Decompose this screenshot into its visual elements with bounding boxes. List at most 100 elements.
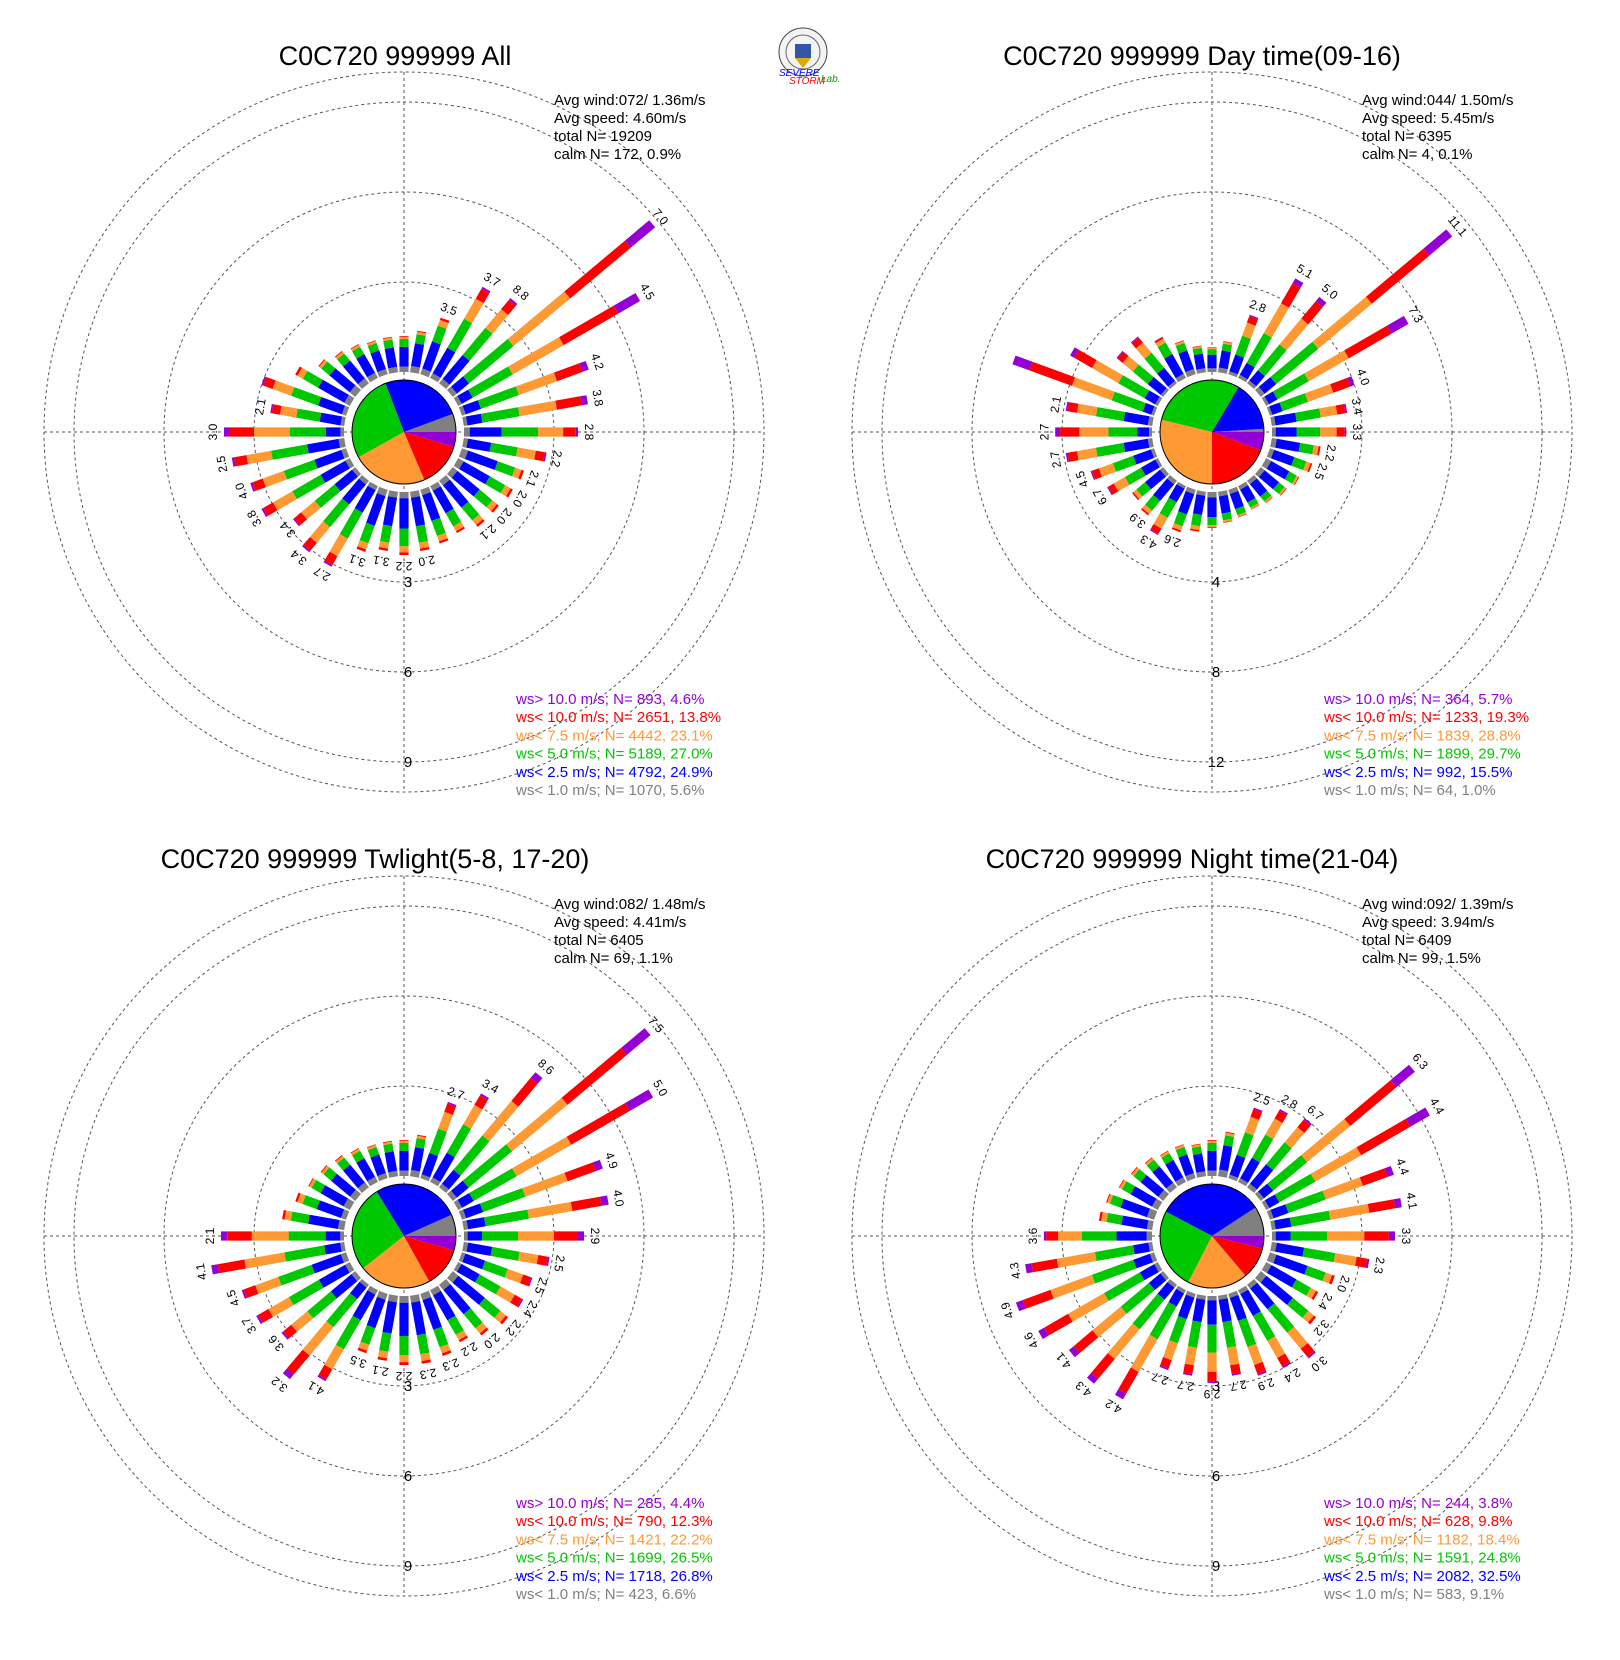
bar-segment <box>1229 1294 1247 1321</box>
bar-segment <box>307 438 341 454</box>
bar-segment <box>326 1293 358 1328</box>
bar-segment <box>1115 1389 1127 1400</box>
bar-total-label: 4.9 <box>602 1150 621 1171</box>
bar-segment <box>578 1231 584 1241</box>
bar-segment <box>1274 412 1297 426</box>
bar-segment <box>379 1332 392 1352</box>
bar-segment <box>1228 1174 1239 1182</box>
bar-segment <box>234 455 248 467</box>
bar-segment <box>296 408 322 422</box>
bar-segment <box>1191 1146 1203 1155</box>
bar-segment <box>337 1157 351 1171</box>
bar-segment <box>1178 491 1195 515</box>
bar-segment <box>311 1254 344 1274</box>
bar-segment <box>1087 1372 1099 1384</box>
bar-total-label: 2.8 <box>1279 1092 1301 1113</box>
wind-bar <box>1190 490 1207 532</box>
bar-total-label: 3.5 <box>439 300 460 319</box>
bar-segment <box>1291 457 1307 471</box>
wind-bar <box>430 481 465 533</box>
bar-segment <box>512 467 522 479</box>
speed-pie <box>351 1183 457 1289</box>
bar-segment <box>345 458 355 469</box>
bar-segment <box>1175 373 1186 383</box>
wind-bar <box>1107 458 1163 496</box>
bar-segment <box>314 449 345 469</box>
bar-segment <box>1250 1282 1275 1310</box>
bar-segment <box>439 475 450 486</box>
bar-segment <box>388 1170 399 1178</box>
bar-total-label: 2.3 <box>440 1355 461 1374</box>
bar-segment <box>1133 1253 1153 1269</box>
bar-total-label: 3.4 <box>277 518 299 540</box>
bar-total-label: 2.1 <box>203 1227 217 1244</box>
bar-segment <box>1046 1231 1058 1241</box>
bar-total-label: 4.1 <box>1403 1191 1420 1210</box>
wind-bar <box>430 1285 468 1343</box>
bar-segment <box>473 489 493 508</box>
bar-segment <box>1217 490 1228 497</box>
bar-segment <box>1196 1171 1207 1178</box>
bar-total-label: 4.9 <box>998 1300 1017 1321</box>
bar-segment <box>1015 1300 1026 1312</box>
bar-segment <box>447 1315 464 1335</box>
bar-segment <box>1157 1282 1175 1300</box>
bar-segment <box>504 1268 524 1284</box>
bar-segment <box>1144 352 1165 374</box>
stats-text: Avg speed: 4.41m/s <box>554 914 686 931</box>
wind-bar <box>462 1195 609 1231</box>
bar-segment <box>352 467 361 477</box>
bar-segment <box>256 1314 263 1324</box>
bar-segment <box>1260 1275 1293 1305</box>
bar-segment <box>420 1290 432 1301</box>
bar-segment <box>334 469 358 492</box>
pie-slice <box>352 383 404 458</box>
wind-bar <box>420 486 449 544</box>
bar-segment <box>1307 463 1313 473</box>
bar-segment <box>1012 355 1033 371</box>
bar-segment <box>252 478 266 491</box>
bar-segment <box>1168 484 1185 503</box>
bar-total-label: 3.7 <box>481 269 503 290</box>
wind-bar <box>1159 1290 1196 1371</box>
bar-segment <box>1301 1119 1351 1163</box>
bar-segment <box>335 1155 345 1164</box>
bar-total-label: 8.6 <box>535 1056 557 1078</box>
bar-segment <box>1292 475 1299 485</box>
wind-bar <box>1098 1211 1154 1231</box>
bar-segment <box>462 1241 469 1252</box>
bar-segment <box>1312 445 1319 456</box>
wind-bar <box>282 1279 369 1380</box>
bar-segment <box>324 551 338 566</box>
bar-segment <box>511 1077 538 1107</box>
bar-segment <box>307 1291 337 1319</box>
bar-total-label: 2.7 <box>1150 1369 1171 1388</box>
bar-segment <box>1253 1107 1263 1113</box>
bar-segment <box>320 1165 328 1173</box>
bar-total-label: 6.7 <box>1090 486 1111 508</box>
bar-segment <box>409 490 420 498</box>
bar-segment <box>1144 390 1160 405</box>
bar-segment <box>461 501 480 521</box>
bar-total-label: 4.5 <box>1072 469 1091 490</box>
bar-segment <box>351 1271 361 1282</box>
bar-segment <box>462 1144 513 1188</box>
stats-text: calm N= 99, 1.5% <box>1362 950 1481 967</box>
bar-segment <box>1336 427 1345 437</box>
pie-slice <box>404 1236 454 1282</box>
bar-total-label: 2.9 <box>588 1228 602 1245</box>
bar-segment <box>1160 1271 1169 1281</box>
bar-segment <box>1094 1245 1135 1261</box>
bar-segment <box>1246 333 1272 368</box>
bar-segment <box>1191 1143 1201 1146</box>
bar-segment <box>1149 529 1159 535</box>
bar-segment <box>1255 1271 1267 1283</box>
bar-segment <box>399 1170 409 1176</box>
bar-segment <box>1228 371 1238 378</box>
bar-segment <box>268 1297 294 1317</box>
bar-segment <box>1168 380 1177 389</box>
bar-segment <box>382 337 393 342</box>
bar-segment <box>384 1151 398 1173</box>
bar-segment <box>1207 1300 1217 1325</box>
bar-segment <box>1222 341 1233 346</box>
